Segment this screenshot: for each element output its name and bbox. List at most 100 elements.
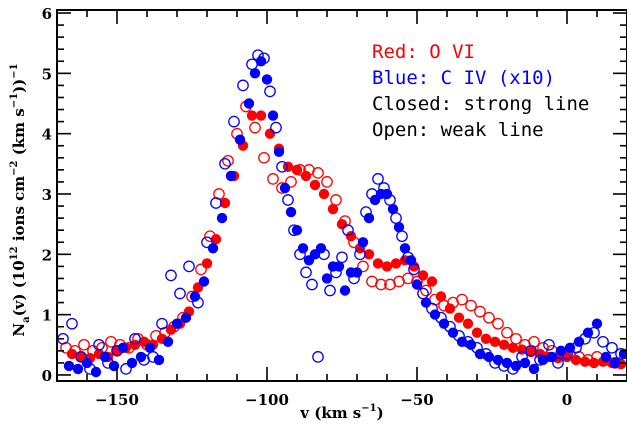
data-point-c-iv-weak [579,332,591,345]
data-point-o-vi-strong [336,219,348,230]
data-point-c-iv-strong [555,345,567,356]
data-point-o-vi-strong [345,231,357,242]
data-point-c-iv-weak [462,335,474,348]
y-label-supm2: −2 [9,160,20,175]
chart-ticks: −150 −100 −50 0 0 1 2 3 4 5 6 [42,5,627,409]
data-point-c-iv-weak [75,351,87,363]
data-point-o-vi-strong [246,110,258,121]
data-point-c-iv-strong [198,276,210,287]
data-point-c-iv-weak [453,329,465,342]
data-point-c-iv-weak [228,115,240,128]
data-point-c-iv-weak [378,182,390,194]
data-point-o-vi-strong [210,234,222,245]
data-point-c-iv-strong [207,243,219,254]
data-point-c-iv-weak [318,248,330,261]
data-point-c-iv-strong [438,318,450,329]
data-point-c-iv-weak [258,52,270,65]
data-point-c-iv-weak [93,338,105,351]
data-point-c-iv-weak [534,354,546,366]
data-point-c-iv-weak [417,287,429,300]
data-point-o-vi-weak [375,278,387,291]
data-point-c-iv-strong [333,261,345,272]
data-point-c-iv-strong [393,222,405,233]
data-point-c-iv-strong [429,309,441,320]
data-point-o-vi-weak [492,317,504,330]
data-point-c-iv-strong [501,357,513,369]
data-point-o-vi-weak [510,332,522,345]
data-point-c-iv-weak [192,296,204,309]
x-axis-label-main: v (km s [299,404,361,422]
data-point-c-iv-weak [174,287,186,300]
data-point-c-iv-weak [84,363,96,375]
data-point-c-iv-strong [126,357,138,369]
y-label-a: a [21,316,32,323]
data-point-c-iv-strong [537,354,549,366]
data-point-o-vi-strong [318,188,330,200]
data-point-o-vi-strong [201,258,213,269]
y-tick-label: 2 [42,246,52,264]
data-point-c-iv-weak [276,160,288,173]
data-point-c-iv-strong [492,354,504,366]
legend-line-closed: Closed: strong line [372,93,589,115]
data-point-c-iv-strong [411,279,423,290]
data-point-c-iv-strong [510,360,522,372]
data-point-c-iv-strong [387,203,399,215]
data-point-c-iv-strong [483,351,495,363]
data-point-c-iv-strong [249,68,261,79]
data-point-c-iv-weak [237,79,249,92]
data-point-c-iv-strong [225,170,237,182]
data-point-o-vi-strong [588,357,600,369]
data-point-c-iv-strong [162,336,174,347]
data-point-c-iv-strong [315,243,327,254]
data-point-c-iv-weak [471,341,483,354]
data-point-o-vi-strong [309,179,321,191]
data-point-c-iv-strong [465,339,477,350]
data-point-c-iv-weak [294,248,306,261]
data-point-o-vi-strong [363,249,375,260]
data-point-c-iv-strong [243,98,255,109]
data-point-o-vi-strong [327,203,339,215]
data-point-c-iv-weak [324,284,336,297]
data-point-c-iv-weak [396,230,408,243]
data-point-c-iv-strong [291,225,303,236]
data-point-o-vi-strong [444,303,456,314]
data-point-c-iv-weak [330,266,342,279]
data-point-c-iv-strong [216,212,228,224]
data-point-c-iv-strong [474,348,486,360]
data-point-c-iv-weak [183,260,195,273]
data-point-c-iv-strong [339,285,351,296]
data-point-o-vi-strong [381,261,393,272]
data-point-o-vi-strong [300,170,312,182]
data-point-c-iv-weak [384,194,396,206]
x-tick-label: 0 [562,391,572,409]
data-point-c-iv-strong [447,327,459,338]
data-point-o-vi-strong [390,258,402,269]
data-point-c-iv-weak [300,266,312,279]
data-point-c-iv-strong [519,357,531,369]
data-point-c-iv-weak [444,320,456,333]
data-point-o-vi-weak [204,230,216,243]
data-point-c-iv-weak [120,363,132,375]
data-point-c-iv-weak [252,49,264,62]
data-point-c-iv-weak [102,357,114,369]
data-point-c-iv-weak [156,317,168,330]
data-point-c-iv-weak [525,344,537,357]
data-point-c-iv-strong [180,312,192,323]
y-label-kms: (km s [10,108,28,160]
data-point-o-vi-weak [267,173,279,185]
data-point-c-iv-weak [66,317,78,330]
data-point-c-iv-strong [321,273,333,284]
data-point-c-iv-strong [99,351,111,363]
data-point-c-iv-strong [600,351,612,363]
y-tick-label: 0 [42,367,52,385]
legend-line-red: Red: O VI [372,41,475,63]
data-point-c-iv-weak [372,173,384,185]
data-point-c-iv-strong [399,243,411,254]
data-point-c-iv-weak [426,302,438,315]
y-label-ions: ions cm [10,176,28,247]
data-point-c-iv-weak [480,348,492,360]
data-point-c-iv-weak [312,351,324,363]
data-point-o-vi-weak [132,332,144,345]
data-point-o-vi-weak [357,260,369,273]
data-point-o-vi-weak [294,164,306,176]
